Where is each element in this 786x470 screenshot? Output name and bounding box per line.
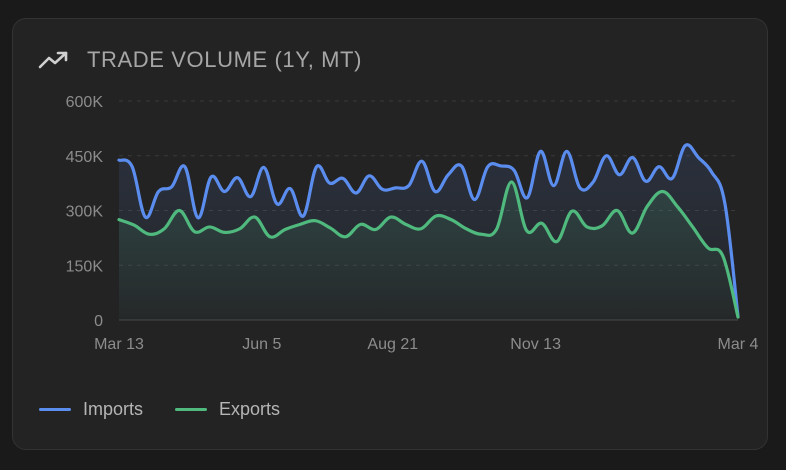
chart-legend: Imports Exports bbox=[39, 399, 312, 420]
x-tick-label: Aug 21 bbox=[367, 336, 418, 353]
y-tick-label: 450K bbox=[66, 149, 104, 166]
y-tick-label: 0 bbox=[94, 313, 103, 330]
legend-swatch-exports bbox=[175, 408, 208, 411]
legend-item-imports[interactable]: Imports bbox=[39, 399, 143, 420]
card-header: TRADE VOLUME (1Y, MT) bbox=[37, 45, 362, 75]
x-tick-label: Nov 13 bbox=[510, 336, 561, 353]
trending-up-icon bbox=[38, 51, 68, 69]
y-tick-label: 300K bbox=[66, 204, 104, 221]
series-line-imports bbox=[117, 143, 740, 318]
x-tick-label: Jun 5 bbox=[242, 336, 281, 353]
x-tick-label: Mar 13 bbox=[94, 336, 144, 353]
legend-swatch-imports bbox=[39, 408, 71, 411]
trade-volume-chart: 0 150K 300K 450K 600K Mar 13 Jun 5 Aug 21 Nov 13… bbox=[66, 94, 759, 353]
legend-label-imports: Imports bbox=[83, 399, 144, 419]
trade-volume-card: TRADE VOLUME (1Y, MT) 0 150K 300K 450K 600K M… bbox=[12, 18, 768, 450]
legend-label-exports: Exports bbox=[219, 399, 281, 419]
y-tick-label: 600K bbox=[66, 94, 104, 111]
x-tick-label: Mar 4 bbox=[718, 336, 759, 353]
y-tick-label: 150K bbox=[66, 258, 104, 275]
chart-title: TRADE VOLUME (1Y, MT) bbox=[87, 47, 363, 72]
series-area-exports bbox=[119, 182, 738, 320]
legend-item-exports[interactable]: Exports bbox=[175, 399, 280, 420]
series-line-exports bbox=[117, 180, 740, 319]
